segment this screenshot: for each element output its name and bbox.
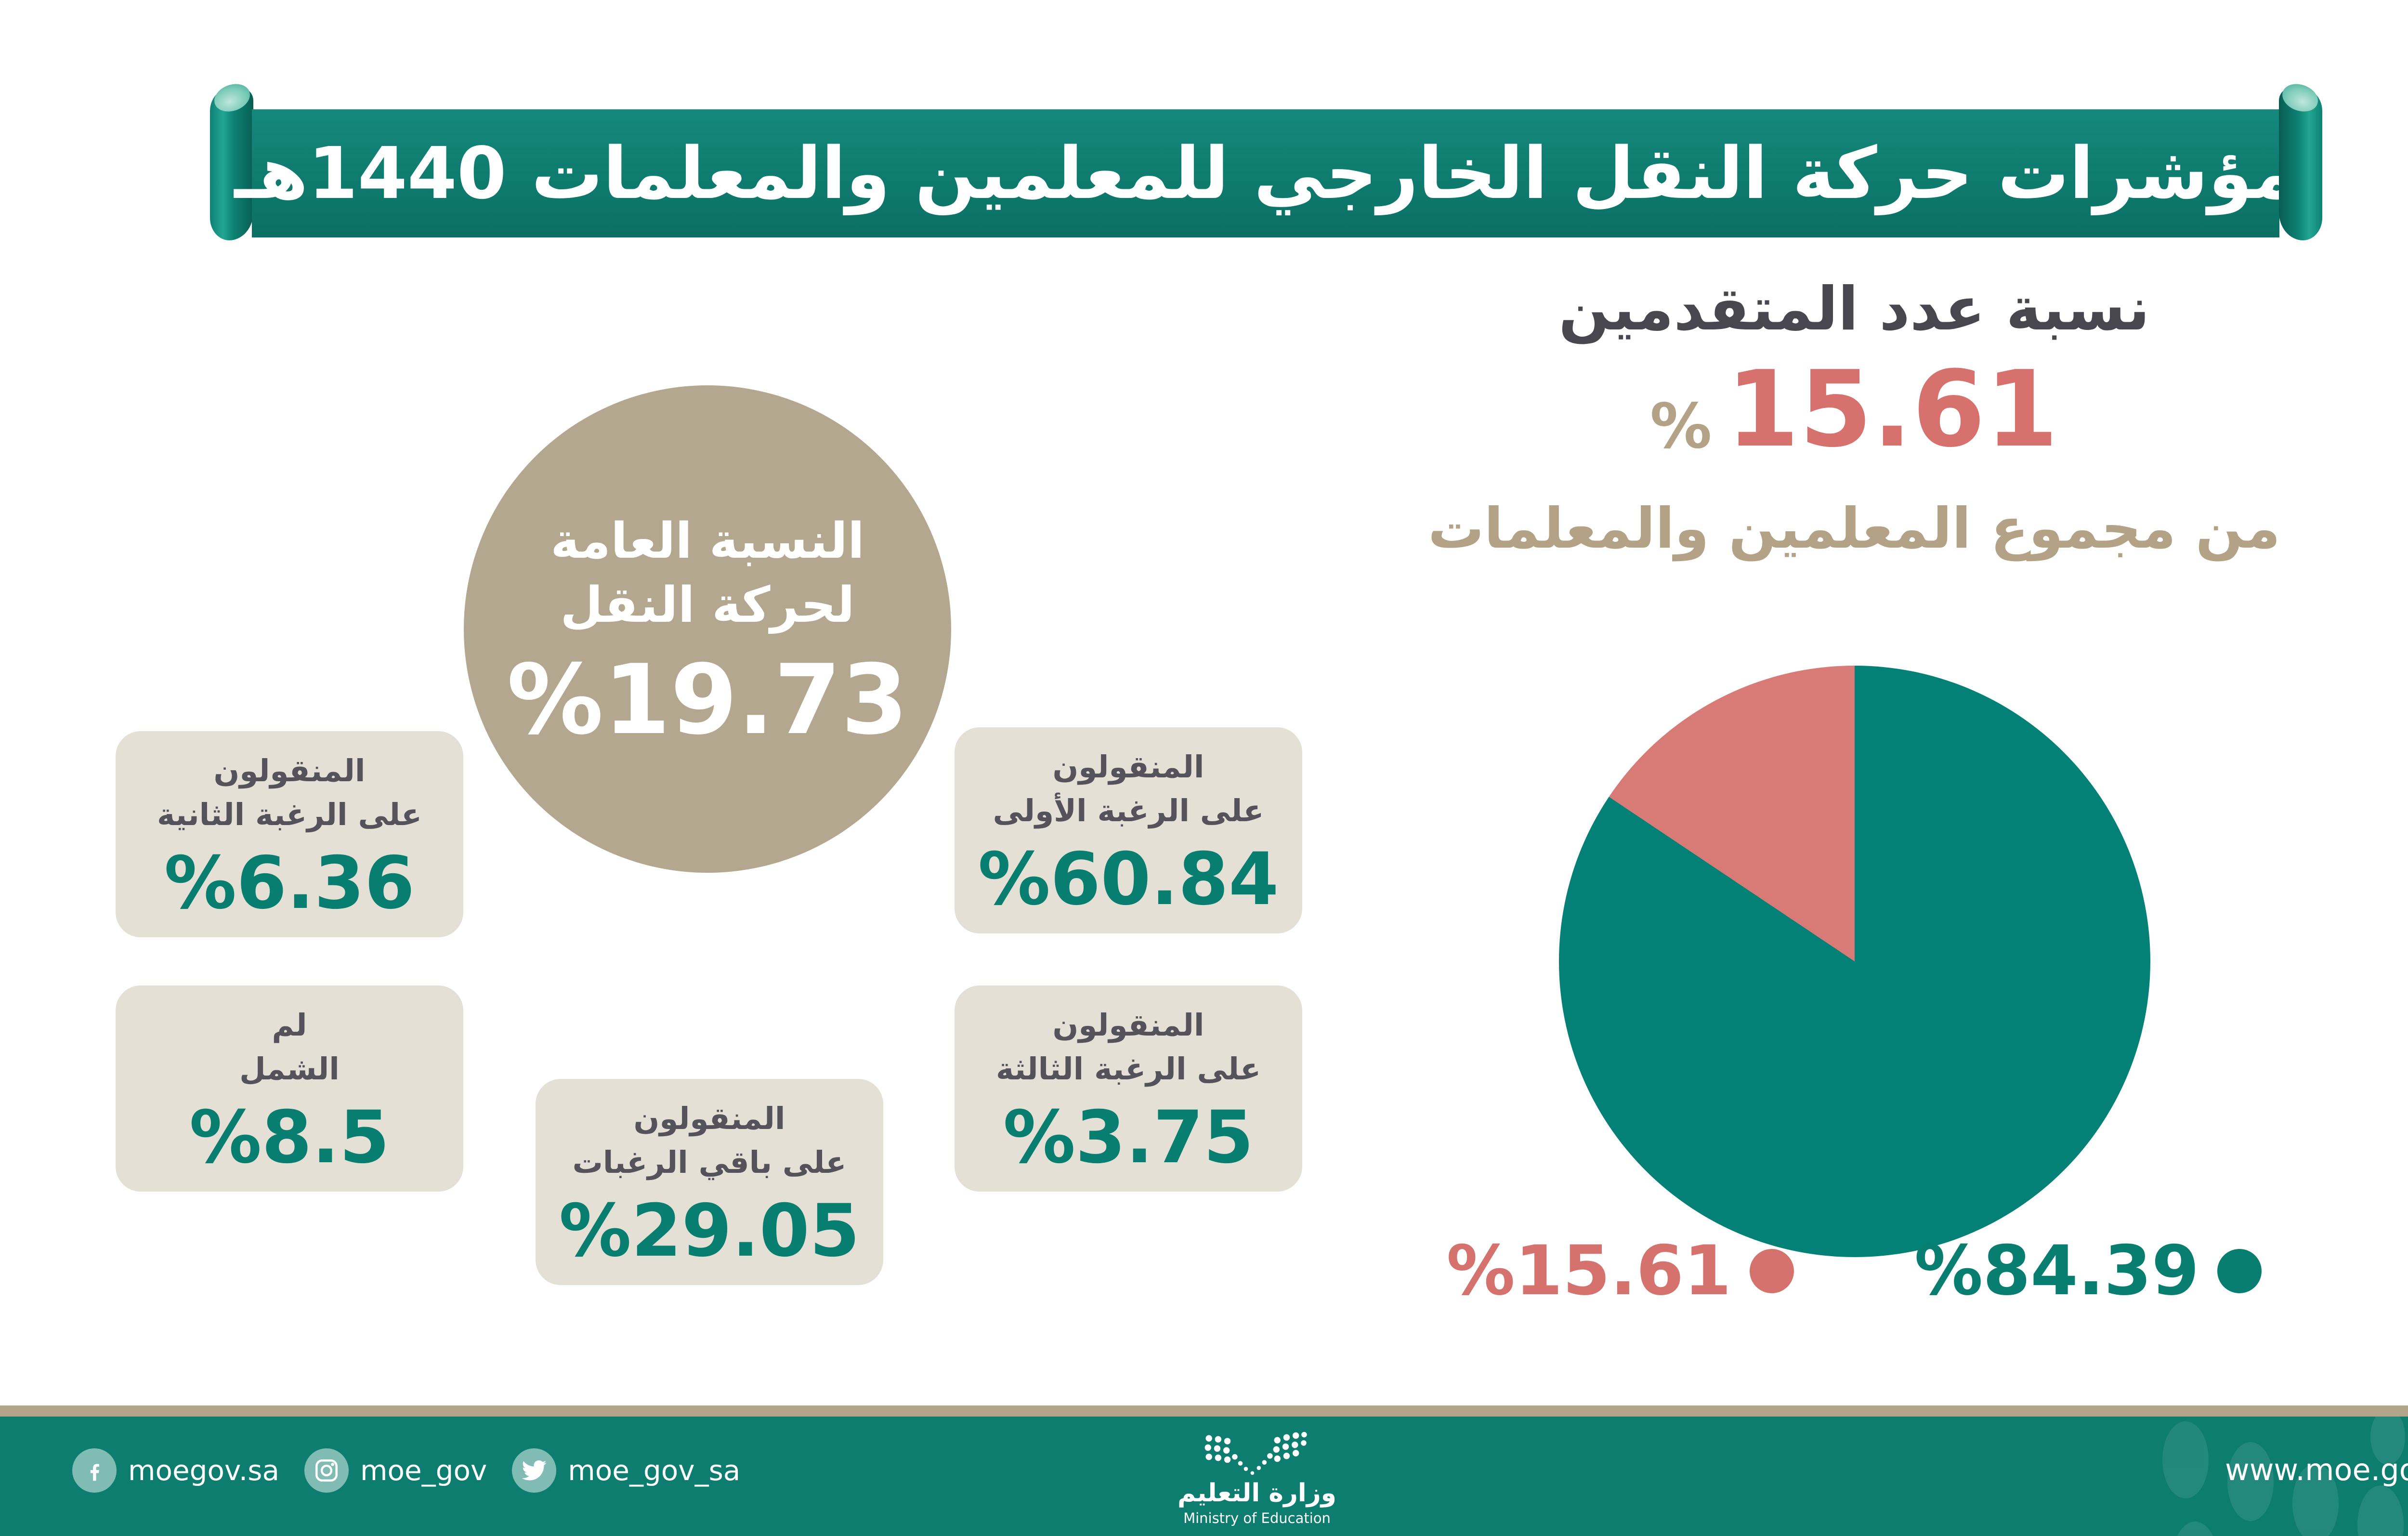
stat-box-second-choice: المنقولون على الرغبة الثانية %6.36	[116, 731, 463, 937]
applicants-pie-chart	[1559, 666, 2150, 1257]
stat-box-title-line: المنقولون	[1052, 749, 1204, 785]
twitter-link[interactable]: moe_gov_sa	[512, 1448, 740, 1493]
stat-box-value: %60.84	[978, 838, 1279, 922]
applicants-value: 15.61	[1726, 349, 2058, 471]
social-links: moegov.sa moe_gov moe_gov_sa	[72, 1448, 740, 1493]
percent-sign: %	[1650, 391, 1712, 462]
applicants-subtitle: من مجموع المعلمين والمعلمات	[1428, 496, 2280, 561]
pie-legend: %15.61 %84.39	[1348, 1237, 2360, 1305]
footer-bar: moegov.sa moe_gov moe_gov_sa	[0, 1417, 2408, 1536]
stat-box-value: %29.05	[559, 1189, 860, 1273]
facebook-handle[interactable]: moegov.sa	[128, 1454, 279, 1487]
stat-box-title-line: المنقولون	[633, 1101, 785, 1136]
stat-box-title-line: على الرغبة الثانية	[157, 797, 422, 832]
instagram-link[interactable]: moe_gov	[304, 1448, 487, 1493]
general-rate-line2: لحركة النقل	[560, 577, 855, 634]
stat-box-title-line: على باقي الرغبات	[572, 1145, 847, 1180]
facebook-icon	[72, 1448, 117, 1493]
stat-box-third-choice: المنقولون على الرغبة الثالثة %3.75	[955, 985, 1302, 1192]
page-title: مؤشرات حركة النقل الخارجي للمعلمين والمع…	[234, 132, 2297, 215]
stat-box-title-line: الشمل	[239, 1051, 340, 1087]
stat-box-other-choices: المنقولون على باقي الرغبات %29.05	[536, 1079, 883, 1285]
ministry-logo-dots-icon	[1204, 1431, 1307, 1475]
twitter-handle[interactable]: moe_gov_sa	[568, 1454, 741, 1487]
stat-box-family-reunification: لم الشمل %8.5	[116, 985, 463, 1192]
general-rate-value: %19.73	[507, 643, 908, 756]
stat-box-value: %6.36	[164, 841, 415, 926]
stat-box-title-line: المنقولون	[1052, 1007, 1204, 1043]
stat-box-title-line: على الرغبة الأولى	[993, 793, 1264, 828]
footer-dots-pattern	[2162, 1417, 2405, 1536]
ministry-name-english: Ministry of Education	[1183, 1510, 1331, 1527]
instagram-handle[interactable]: moe_gov	[360, 1454, 487, 1487]
stat-box-title-line: على الرغبة الثالثة	[996, 1051, 1261, 1087]
stat-box-value: %8.5	[189, 1096, 390, 1180]
legend-label: %15.61	[1446, 1231, 1731, 1311]
general-rate-circle: النسبة العامة لحركة النقل %19.73	[464, 385, 951, 873]
legend-item-remaining: %84.39	[1914, 1237, 2262, 1305]
facebook-link[interactable]: moegov.sa	[72, 1448, 279, 1493]
stat-box-first-choice: المنقولون على الرغبة الأولى %60.84	[955, 727, 1302, 933]
general-rate-line1: النسبة العامة	[550, 512, 864, 570]
ribbon-right-curl	[2279, 89, 2322, 240]
legend-item-applicants: %15.61	[1447, 1237, 1794, 1305]
stat-box-title-line: لم	[272, 1007, 307, 1043]
website-url[interactable]: www.moe.gov.sa	[2225, 1452, 2408, 1487]
instagram-icon	[304, 1448, 349, 1493]
title-ribbon: مؤشرات حركة النقل الخارجي للمعلمين والمع…	[235, 109, 2297, 237]
applicants-value-row: % 15.61	[1397, 357, 2312, 462]
legend-label: %84.39	[1914, 1231, 2199, 1311]
twitter-icon	[512, 1448, 557, 1493]
legend-dot-teal-icon	[2217, 1249, 2262, 1293]
ministry-of-education-logo: وزارة التعليم Ministry of Education	[1156, 1430, 1358, 1527]
footer-accent-strip	[0, 1405, 2408, 1417]
legend-dot-red-icon	[1750, 1249, 1794, 1293]
ministry-name-arabic: وزارة التعليم	[1178, 1479, 1336, 1508]
applicants-heading: نسبة عدد المتقدمين	[1558, 275, 2150, 344]
ribbon-left-curl	[210, 89, 253, 240]
stat-box-value: %3.75	[1003, 1096, 1254, 1180]
stat-box-title-line: المنقولون	[213, 753, 366, 788]
